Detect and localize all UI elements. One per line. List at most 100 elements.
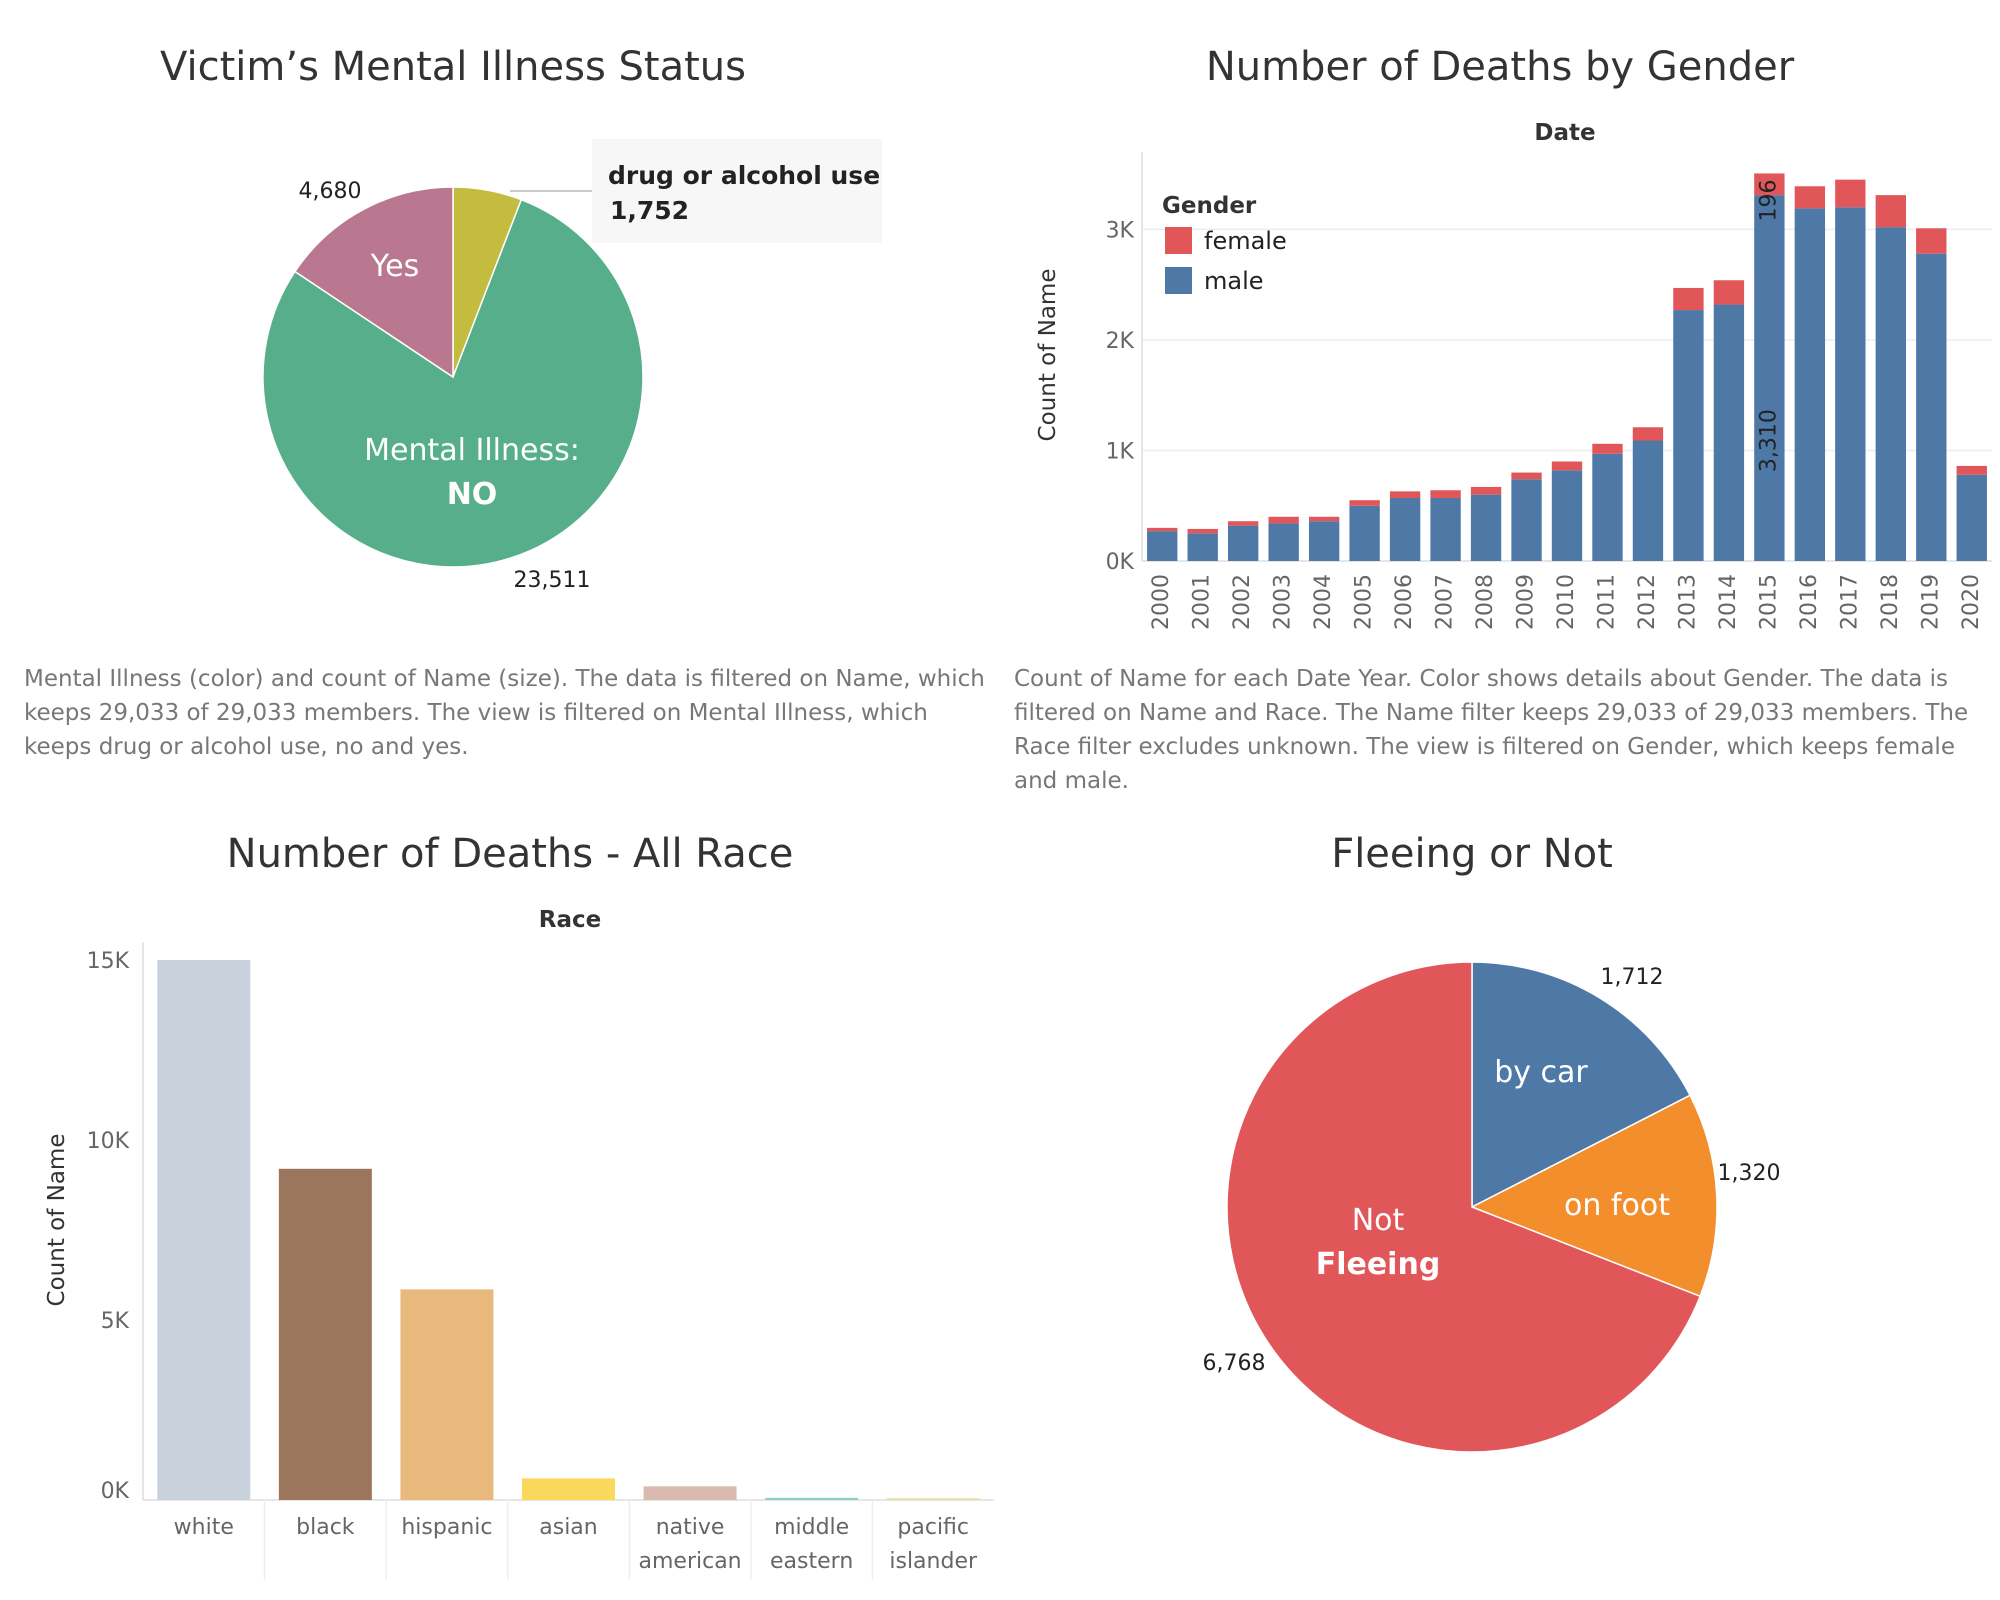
bar-male	[1228, 525, 1259, 561]
pie-slice	[1226, 961, 1702, 1453]
legend: Gender female male	[1162, 193, 1287, 295]
bar-male	[1430, 497, 1461, 561]
bar-male	[1470, 494, 1502, 561]
mental-illness-chart: Victim’s Mental Illness Status Mental Il…	[160, 44, 882, 593]
pie-slice	[293, 186, 454, 379]
bar-male	[1592, 453, 1623, 561]
fleeing-chart: Fleeing or Not by car 1,712 on foot 1,320 No…	[1203, 831, 1781, 1453]
bar-female	[1754, 173, 1785, 196]
x-tick-label: native	[656, 1515, 725, 1540]
x-tick-label: islander	[889, 1549, 978, 1574]
y-tick-label: 5K	[101, 1309, 130, 1334]
x-tick-label: 2013	[1675, 574, 1700, 630]
x-tick-label: 2017	[1837, 574, 1862, 630]
x-tick-label: 2007	[1433, 574, 1458, 630]
caption-gender: Count of Name for each Date Year. Color …	[1014, 666, 1969, 794]
pie-slice	[262, 198, 644, 568]
bar-female	[1835, 179, 1866, 208]
bar-male	[1794, 208, 1826, 561]
legend-swatch-male	[1165, 267, 1192, 294]
y-tick-label: 1K	[1106, 439, 1135, 464]
bar-female	[1551, 461, 1583, 471]
pie-slice	[1471, 961, 1692, 1209]
x-tick-label: 2016	[1797, 574, 1822, 630]
pie-mental-illness: Mental Illness: NO 23,511 Yes 4,680	[262, 179, 644, 593]
x-tick-label: 2001	[1190, 574, 1215, 630]
x-tick-label: white	[174, 1515, 234, 1540]
x-axis-title: Date	[1534, 120, 1595, 146]
x-tick-label: 2006	[1392, 574, 1417, 630]
bar-female	[1147, 527, 1178, 532]
bar	[278, 1168, 372, 1500]
pie-fleeing: by car 1,712 on foot 1,320 Not Fleeing 6,768	[1203, 961, 1781, 1453]
race-bars: 0K 5K 10K 15K white black hispanic asian native a…	[87, 942, 994, 1580]
x-tick-label: pacific	[897, 1515, 969, 1540]
bar-female	[1673, 287, 1704, 311]
chart-title: Number of Deaths - All Race	[227, 831, 794, 877]
x-tick-label: 2000	[1149, 574, 1174, 630]
stacked-bars: 0K 1K 2K 3K 2000 2001 2002 2003 2004 2005 2006 2007…	[1106, 152, 1992, 630]
bar-female	[1632, 427, 1664, 441]
y-tick-label: 15K	[87, 949, 130, 974]
legend-title: Gender	[1162, 193, 1257, 219]
x-tick-label: 2020	[1959, 574, 1984, 630]
y-tick-label: 0K	[101, 1479, 130, 1504]
slice-label: NO	[447, 477, 498, 512]
x-axis-title: Race	[539, 907, 601, 933]
slice-value-label: 1,712	[1601, 965, 1664, 990]
chart-title: Number of Deaths by Gender	[1206, 44, 1795, 90]
legend-label-male: male	[1204, 267, 1264, 295]
bar-male	[1551, 470, 1583, 561]
legend-label-female: female	[1204, 227, 1287, 255]
slice-label: Mental Illness:	[364, 433, 580, 468]
x-tick-label: 2004	[1311, 574, 1336, 630]
slice-value-label: 4,680	[299, 179, 362, 204]
x-tick-label: eastern	[770, 1549, 853, 1574]
bar-male	[1511, 479, 1542, 561]
bar-female	[1794, 186, 1826, 209]
bar-male	[1875, 227, 1906, 562]
x-tick-label: hispanic	[401, 1515, 492, 1540]
bar-female	[1268, 516, 1299, 524]
bar-male	[1916, 253, 1947, 561]
x-tick-label: 2011	[1594, 574, 1619, 630]
x-tick-label: 2014	[1716, 574, 1741, 630]
bar-male	[1268, 523, 1299, 561]
bar	[522, 1478, 615, 1500]
bar	[400, 1289, 494, 1500]
legend-swatch-female	[1165, 227, 1192, 254]
bar-female	[1470, 486, 1502, 495]
x-tick-label: asian	[539, 1515, 597, 1540]
bar	[765, 1497, 859, 1500]
bar-female	[1916, 228, 1947, 254]
caption-mental-illness: Mental Illness (color) and count of Name…	[24, 666, 985, 760]
bar-female	[1511, 472, 1542, 480]
gender-chart: Number of Deaths by Gender Date Count of…	[1035, 44, 1992, 630]
bar-male	[1673, 310, 1704, 561]
bar-female	[1875, 195, 1906, 228]
pie-slice	[1470, 1094, 1718, 1298]
bar-female	[1956, 465, 1987, 475]
slice-label: Not	[1352, 1203, 1405, 1238]
x-tick-label: 2010	[1554, 574, 1579, 630]
bar-male	[1754, 195, 1785, 562]
slice-label: Yes	[370, 249, 419, 284]
tooltip-box	[592, 139, 882, 243]
bar-male	[1389, 497, 1421, 561]
tooltip-label: drug or alcohol use	[608, 161, 880, 190]
x-tick-label: 2015	[1756, 574, 1781, 630]
y-tick-label: 3K	[1106, 218, 1135, 243]
bar-female	[1389, 491, 1421, 498]
x-tick-label: 2009	[1514, 574, 1539, 630]
data-label: 3,310	[1756, 409, 1781, 472]
slice-label: by car	[1494, 1055, 1588, 1090]
chart-title: Victim’s Mental Illness Status	[160, 44, 746, 90]
bar-female	[1349, 500, 1380, 506]
bar-male	[1956, 474, 1987, 561]
bar	[157, 960, 251, 1500]
x-tick-label: 2012	[1635, 574, 1660, 630]
slice-value-label: 1,320	[1718, 1161, 1781, 1186]
bar-male	[1349, 505, 1380, 561]
tooltip-value: 1,752	[610, 196, 689, 225]
